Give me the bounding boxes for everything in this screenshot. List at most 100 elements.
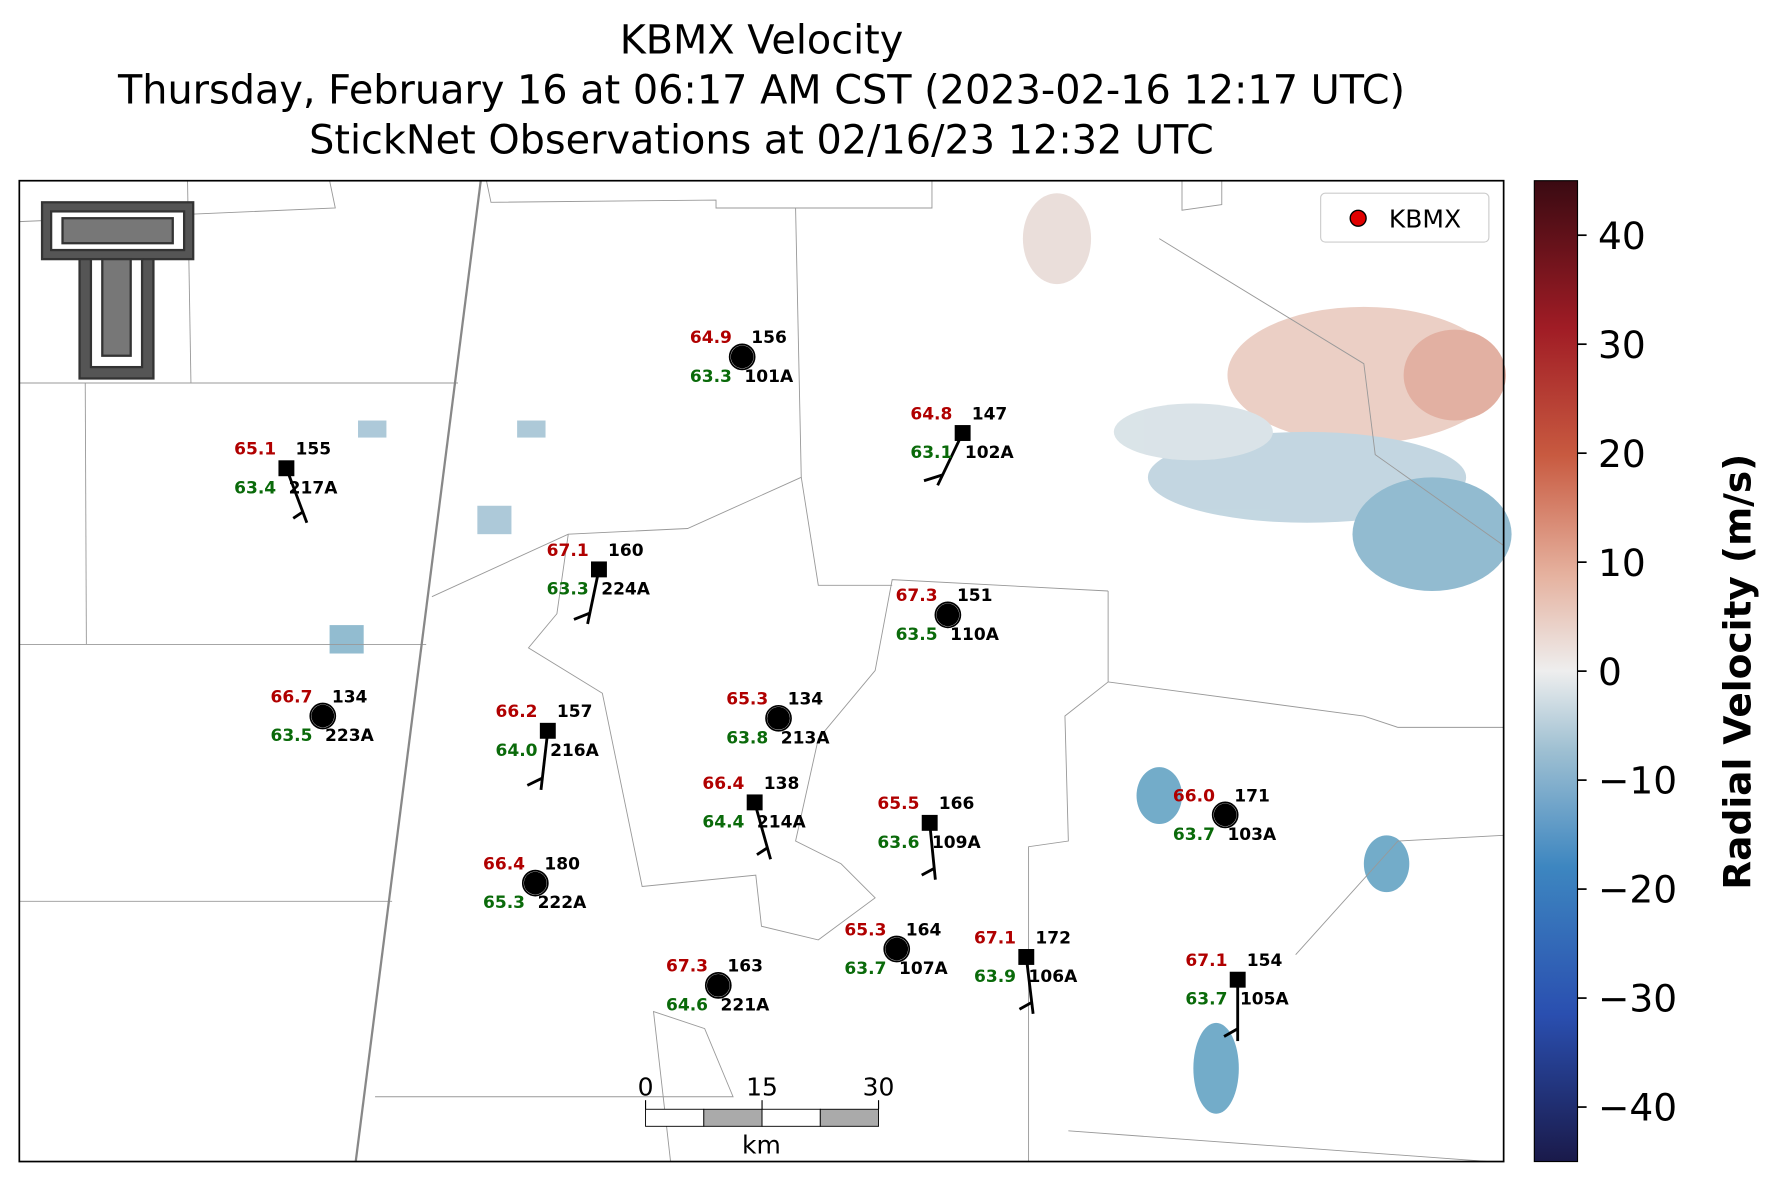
station-value: 160	[608, 541, 644, 561]
station-id: 110A	[950, 625, 1000, 645]
wind-barb-flag	[292, 510, 304, 520]
colorbar-tick-label: 10	[1598, 541, 1646, 585]
temperature: 66.7	[270, 687, 312, 707]
subtitle: Thursday, February 16 at 06:17 AM CST (2…	[117, 67, 1405, 113]
station-ring	[883, 935, 911, 963]
station-id: 103A	[1227, 825, 1277, 845]
station-id: 223A	[325, 726, 375, 746]
dewpoint: 63.7	[1185, 990, 1227, 1010]
station-id: 105A	[1240, 990, 1290, 1010]
temperature: 67.3	[896, 586, 938, 606]
dewpoint: 63.1	[910, 443, 952, 463]
station-id: 213A	[781, 728, 831, 748]
map-frame	[18, 179, 1505, 1163]
station-id: 107A	[899, 959, 949, 979]
colorbar-tick-label: 30	[1598, 323, 1646, 367]
colorbar-tick-label: −30	[1598, 977, 1677, 1021]
temperature: 67.1	[974, 928, 1016, 948]
station-value: 134	[788, 690, 824, 710]
legend-box	[1320, 192, 1490, 243]
wind-barb-flag	[526, 776, 543, 787]
station-id: 216A	[550, 741, 600, 761]
station-marker	[523, 871, 547, 895]
wind-barb-flag	[921, 867, 935, 877]
station-value: 154	[1247, 951, 1283, 971]
wind-barb-flag	[1018, 1001, 1033, 1011]
scalebar-label: 30	[863, 1073, 895, 1102]
temperature: 65.1	[234, 440, 276, 460]
station-ring	[521, 869, 549, 897]
wind-barb	[928, 822, 937, 880]
legend: KBMX	[1320, 192, 1490, 243]
station-ring	[704, 972, 732, 999]
radar-echoes	[329, 193, 1512, 1114]
dewpoint: 63.5	[896, 625, 938, 645]
wind-barb-flag	[1223, 1027, 1239, 1038]
station-id: 109A	[932, 833, 982, 853]
station-marker	[1213, 803, 1237, 827]
station-value: 151	[957, 586, 993, 606]
station-marker	[706, 974, 730, 997]
temperature: 66.0	[1173, 786, 1215, 806]
station-value: 172	[1035, 928, 1071, 948]
wind-barb-flag	[573, 611, 591, 621]
scalebar-unit: km	[742, 1131, 781, 1160]
legend-marker	[1349, 209, 1367, 227]
temperature: 65.3	[726, 690, 768, 710]
state-line	[354, 180, 482, 1162]
dewpoint: 65.3	[483, 893, 525, 913]
station-marker	[954, 425, 971, 441]
station-ring	[1211, 801, 1239, 829]
colorbar-tick-label: 20	[1598, 432, 1646, 476]
title: KBMX Velocity	[620, 17, 904, 63]
dewpoint: 63.6	[877, 833, 919, 853]
station-ring	[728, 343, 756, 371]
station-value: 147	[972, 404, 1008, 424]
subtitle: StickNet Observations at 02/16/23 12:32 …	[309, 117, 1214, 163]
wind-barb	[539, 730, 550, 791]
dewpoint: 64.4	[702, 812, 744, 832]
colorbar	[1533, 180, 1579, 1163]
station-marker	[885, 937, 909, 961]
wind-barb	[1024, 956, 1035, 1014]
station-ring	[934, 601, 962, 629]
scalebar-label: 0	[638, 1073, 654, 1102]
dewpoint: 63.8	[726, 728, 768, 748]
station-id: 102A	[965, 443, 1015, 463]
dewpoint: 64.0	[496, 741, 538, 761]
station-value: 155	[295, 440, 331, 460]
temperature: 66.4	[483, 854, 525, 874]
colorbar-tick-label: −20	[1598, 868, 1677, 912]
station-id: 106A	[1029, 967, 1079, 987]
county-lines	[19, 180, 1504, 1162]
wind-barb	[586, 569, 601, 625]
station-value: 164	[906, 920, 942, 940]
station-id: 224A	[601, 579, 651, 599]
colorbar-tick-label: −40	[1598, 1086, 1677, 1130]
station-marker	[767, 706, 790, 730]
temperature: 66.2	[496, 702, 538, 722]
scalebar-label: 15	[746, 1073, 778, 1102]
overlay: 64.9 156 63.3 101A 64.8 147 63.1 102A 65.1 155 63.…	[234, 214, 1677, 1160]
temperature: 65.5	[877, 794, 919, 814]
station-marker	[921, 814, 938, 831]
temperature: 67.1	[547, 541, 589, 561]
colorbar-tick-label: 40	[1598, 214, 1646, 258]
temperature: 64.9	[690, 328, 732, 348]
station-marker	[1018, 949, 1035, 965]
dewpoint: 64.6	[666, 995, 708, 1015]
dewpoint: 63.4	[234, 478, 276, 498]
dewpoint: 63.3	[690, 367, 732, 387]
temperature: 66.4	[702, 774, 744, 794]
wind-barb-flag	[756, 846, 769, 856]
station-marker	[591, 561, 607, 578]
colorbar-label: Radial Velocity (m/s)	[1715, 454, 1759, 890]
temperature: 67.3	[666, 957, 708, 977]
temperature: 64.8	[910, 404, 952, 424]
dewpoint: 63.7	[1173, 825, 1215, 845]
station-marker	[311, 704, 335, 728]
scalebar-segment	[761, 1108, 821, 1127]
temperature: 67.1	[1185, 951, 1227, 971]
logo	[40, 201, 195, 380]
dewpoint: 63.3	[547, 579, 589, 599]
